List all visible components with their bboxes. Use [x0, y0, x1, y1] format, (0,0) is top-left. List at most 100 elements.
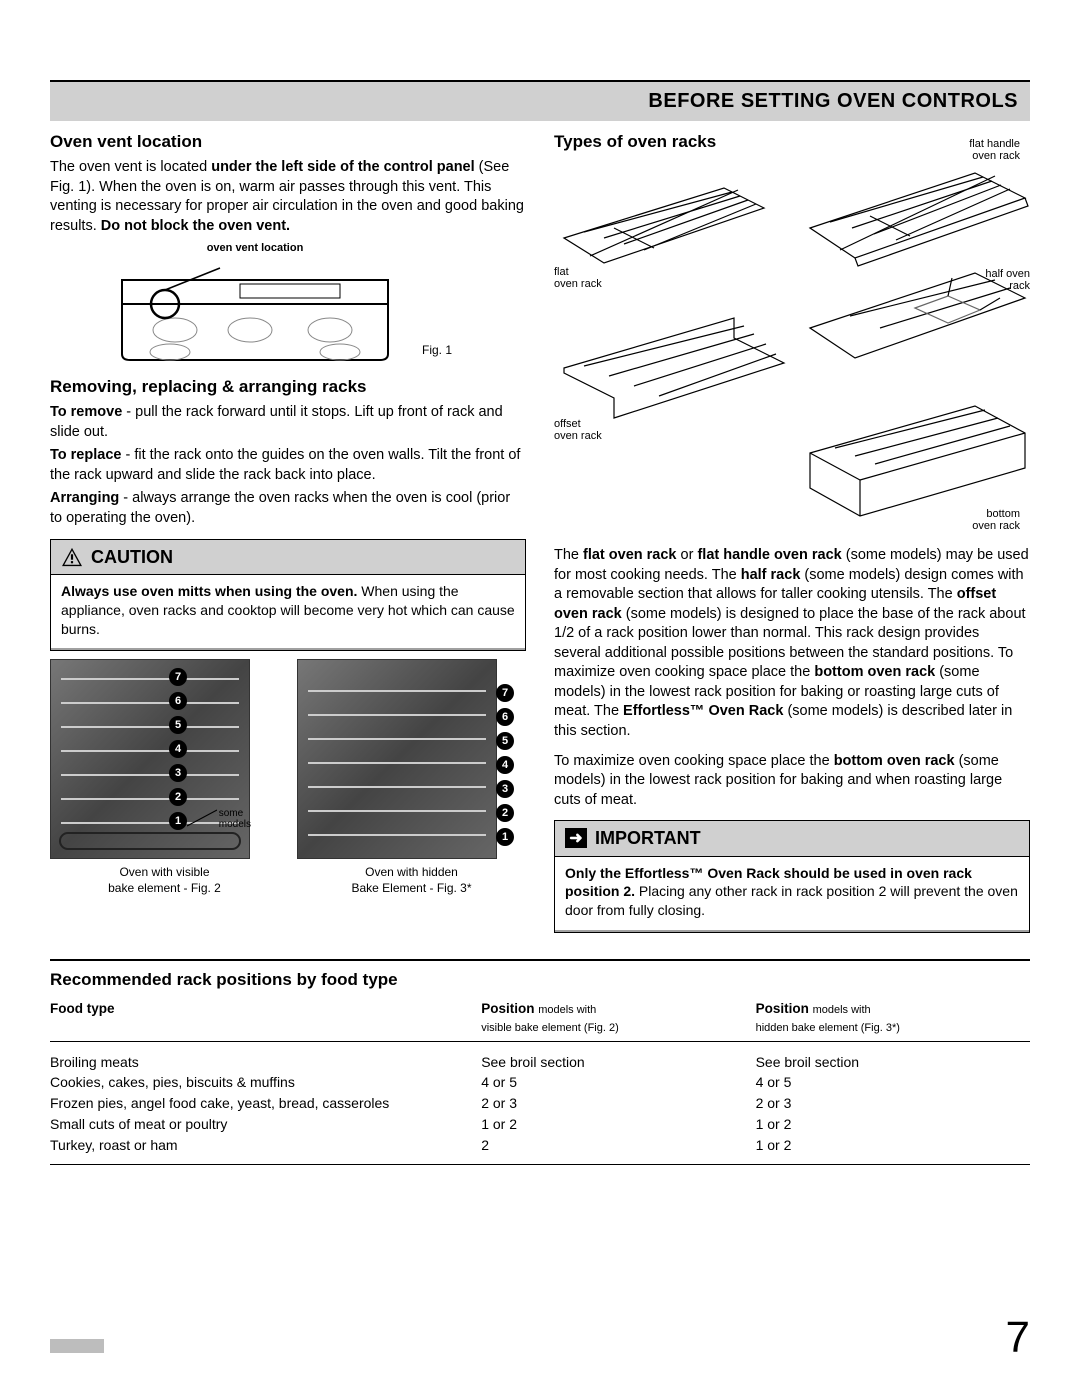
col3-b: Position — [756, 1001, 813, 1016]
rack-number-badge: 6 — [169, 692, 187, 710]
table-row: Small cuts of meat or poultry1 or 21 or … — [50, 1114, 1030, 1135]
p2b1: bottom oven rack — [834, 753, 955, 769]
caution-callout: CAUTION Always use oven mitts when using… — [50, 539, 526, 652]
table-cell: 4 or 5 — [481, 1073, 755, 1092]
table-col1-header: Food type — [50, 1000, 481, 1036]
caution-body: Always use oven mitts when using the ove… — [51, 575, 525, 651]
important-callout: ➜ IMPORTANT Only the Effortless™ Oven Ra… — [554, 820, 1030, 933]
table-row: Turkey, roast or ham21 or 2 — [50, 1135, 1030, 1156]
caution-label: CAUTION — [91, 545, 173, 569]
racks-heading: Removing, replacing & arranging racks — [50, 376, 526, 399]
table-cell: See broil section — [481, 1053, 755, 1072]
rack-types-para1: The flat oven rack or flat handle oven r… — [554, 546, 1030, 742]
section-header: BEFORE SETTING OVEN CONTROLS — [50, 80, 1030, 121]
arrow-right-icon: ➜ — [565, 828, 587, 848]
table-cell: Frozen pies, angel food cake, yeast, bre… — [50, 1094, 481, 1113]
racks-p1: To remove - pull the rack forward until … — [50, 403, 526, 442]
vent-body-b2: Do not block the oven vent. — [101, 218, 290, 234]
rack-number-badge: 3 — [496, 780, 514, 798]
oven-cap-1: Oven with visible bake element - Fig. 2 — [50, 865, 279, 896]
table-row: Cookies, cakes, pies, biscuits & muffins… — [50, 1072, 1030, 1093]
table-cell: 4 or 5 — [756, 1073, 1030, 1092]
rack-number-badge: 7 — [496, 684, 514, 702]
p2t1: To maximize oven cooking space place the — [554, 753, 834, 769]
table-cell: See broil section — [756, 1053, 1030, 1072]
table-heading: Recommended rack positions by food type — [50, 969, 1030, 992]
table-col2-header: Position models with visible bake elemen… — [481, 1000, 755, 1036]
table-cell: Small cuts of meat or poultry — [50, 1115, 481, 1134]
rack-number-badge: 2 — [169, 788, 187, 806]
oven-interior-photos: 7654321 some models Oven with visible ba… — [50, 659, 526, 896]
rack-number-badge: 2 — [496, 804, 514, 822]
racks-p2-b: To replace — [50, 447, 121, 463]
right-column: Types of oven racks flat oven rack — [554, 131, 1030, 941]
important-label: IMPORTANT — [595, 826, 701, 850]
table-cell: 2 — [481, 1136, 755, 1155]
table-bottom-rule — [50, 1164, 1030, 1165]
racks-p2-r: - fit the rack onto the guides on the ov… — [50, 447, 520, 483]
p1b1: flat oven rack — [583, 547, 677, 563]
oven-photo-1: 7654321 some models Oven with visible ba… — [50, 659, 279, 896]
p1b5: bottom oven rack — [814, 664, 935, 680]
table-cell: Broiling meats — [50, 1053, 481, 1072]
rack-types-para2: To maximize oven cooking space place the… — [554, 752, 1030, 811]
page-number: 7 — [1006, 1308, 1030, 1367]
col2-b: Position — [481, 1001, 538, 1016]
racks-p1-b: To remove — [50, 404, 122, 420]
rack-number-badge: 3 — [169, 764, 187, 782]
leader-line — [187, 808, 217, 828]
rack-number-badge: 4 — [496, 756, 514, 774]
rack-number-badge: 5 — [169, 716, 187, 734]
table-cell: 2 or 3 — [481, 1094, 755, 1113]
vent-heading: Oven vent location — [50, 131, 526, 154]
table-header-row: Food type Position models with visible b… — [50, 1000, 1030, 1041]
rack-number-badge: 5 — [496, 732, 514, 750]
vent-body: The oven vent is located under the left … — [50, 158, 526, 236]
half-rack-label: half oven rack — [985, 268, 1030, 292]
p1b2: flat handle oven rack — [697, 547, 841, 563]
vent-body-pre: The oven vent is located — [50, 159, 211, 175]
rack-types-figure: flat oven rack flat handle oven rack — [554, 158, 1030, 538]
p1t1: The — [554, 547, 583, 563]
flat-rack-label: flat oven rack — [554, 266, 602, 290]
p1t2: or — [677, 547, 698, 563]
rack-number-badge: 7 — [169, 668, 187, 686]
rack-types-heading: Types of oven racks — [554, 131, 1030, 154]
racks-p3: Arranging - always arrange the oven rack… — [50, 489, 526, 528]
rack-numbers-2: 7654321 — [496, 684, 514, 846]
warning-triangle-icon — [61, 547, 83, 567]
racks-p3-r: - always arrange the oven racks when the… — [50, 490, 510, 526]
fig1-label: oven vent location — [203, 241, 308, 256]
bottom-rack-label: bottom oven rack — [972, 508, 1020, 532]
rack-number-badge: 6 — [496, 708, 514, 726]
footer-tab — [50, 1339, 104, 1353]
stovetop-drawing — [120, 262, 390, 362]
table-row: Frozen pies, angel food cake, yeast, bre… — [50, 1093, 1030, 1114]
figure-1-oven-vent: oven vent location Fig. 1 — [110, 244, 400, 364]
table-cell: Cookies, cakes, pies, biscuits & muffins — [50, 1073, 481, 1092]
oven-image-visible-element: 7654321 some models — [50, 659, 250, 859]
oven-image-hidden-element: 7654321 — [297, 659, 497, 859]
p1b3: half rack — [741, 567, 801, 583]
rack-number-badge: 4 — [169, 740, 187, 758]
important-header: ➜ IMPORTANT — [555, 821, 1029, 856]
rack-numbers-1: 7654321 — [169, 668, 187, 830]
flat-handle-rack-label: flat handle oven rack — [969, 138, 1020, 162]
vent-body-b1: under the left side of the control panel — [211, 159, 474, 175]
flat-rack-drawing — [554, 168, 774, 278]
table-cell: 2 or 3 — [756, 1094, 1030, 1113]
table-body: Broiling meatsSee broil sectionSee broil… — [50, 1052, 1030, 1156]
racks-p2: To replace - fit the rack onto the guide… — [50, 446, 526, 485]
rack-position-table-section: Recommended rack positions by food type … — [50, 959, 1030, 1165]
caution-body-b: Always use oven mitts when using the ove… — [61, 583, 357, 599]
table-cell: 1 or 2 — [756, 1136, 1030, 1155]
offset-rack-label: offset oven rack — [554, 418, 602, 442]
racks-p3-b: Arranging — [50, 490, 119, 506]
table-row: Broiling meatsSee broil sectionSee broil… — [50, 1052, 1030, 1073]
fig1-caption: Fig. 1 — [422, 342, 452, 358]
table-cell: 1 or 2 — [481, 1115, 755, 1134]
caution-header: CAUTION — [51, 540, 525, 575]
important-body: Only the Effortless™ Oven Rack should be… — [555, 857, 1029, 933]
some-models-label: some models — [219, 808, 251, 830]
left-column: Oven vent location The oven vent is loca… — [50, 131, 526, 941]
